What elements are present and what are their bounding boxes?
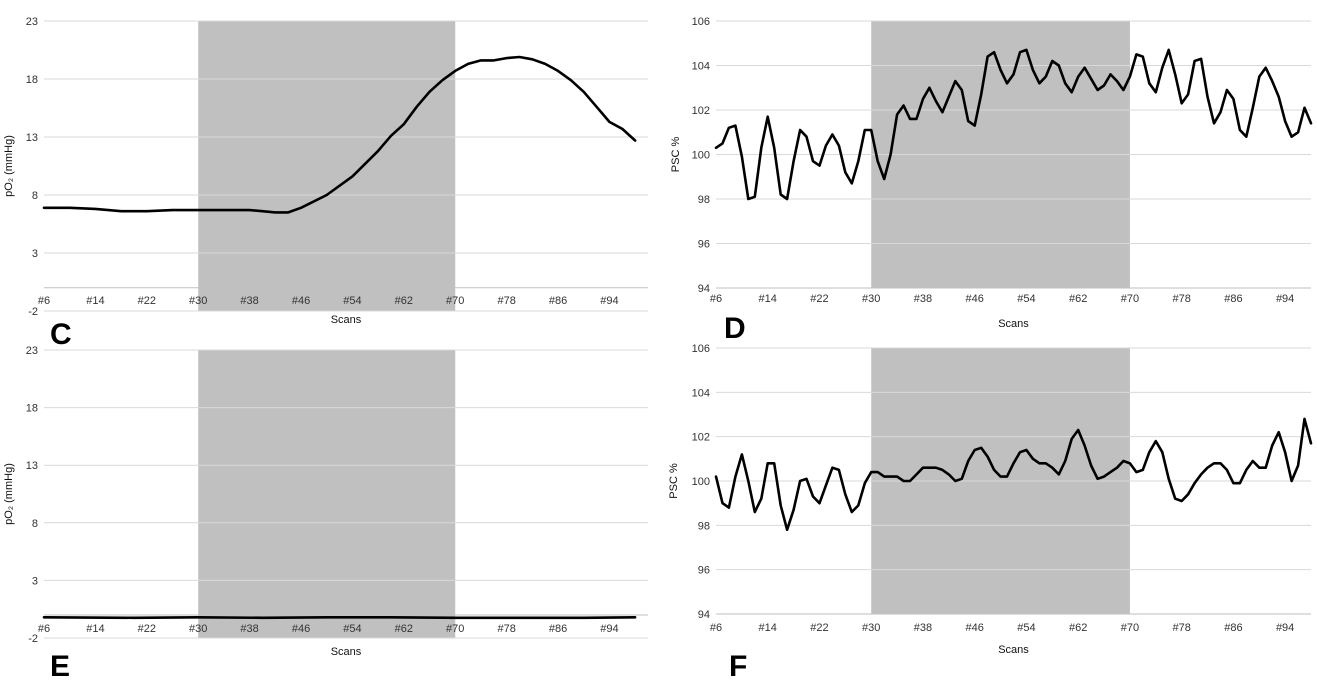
panel-e-x-tick-label: #6 (38, 623, 50, 635)
panel-c-chart: -2 3 8 13 18 23 #6 #14 #22 #30 #38 #46 #54 #62 #70 #78 #… (3, 16, 648, 351)
panel-d-y-tick-label: 100 (692, 150, 710, 162)
panel-f-y-tick-label: 98 (698, 520, 710, 532)
panel-d-y-tick-label: 96 (698, 239, 710, 251)
panel-e-x-axis-title: Scans (331, 646, 362, 658)
panel-d-x-tick-label: #22 (810, 293, 828, 305)
panel-c-y-tick-label: 13 (26, 132, 38, 144)
panel-f-x-tick-label: #22 (810, 622, 828, 634)
panel-f-x-tick-label: #46 (966, 622, 984, 634)
panel-d-letter: D (724, 312, 746, 345)
panel-d-x-tick-label: #6 (710, 293, 722, 305)
panel-f-x-tick-label: #94 (1276, 622, 1294, 634)
panel-c-x-tick-label: #46 (292, 295, 310, 307)
panel-f-x-axis-title: Scans (998, 644, 1029, 656)
panel-e-x-tick-label: #78 (497, 623, 515, 635)
panel-f-chart: 94 96 98 100 102 104 106 #6 #14 #22 #30 #38 #46 #54 #6… (668, 343, 1313, 683)
panel-f-x-tick-label: #54 (1017, 622, 1035, 634)
panel-e-y-tick-label: 23 (26, 345, 38, 357)
panel-f-x-tick-label: #14 (759, 622, 777, 634)
panel-c-x-tick-label: #6 (38, 295, 50, 307)
panel-c-x-tick-label: #38 (240, 295, 258, 307)
panel-c-x-tick-label: #30 (189, 295, 207, 307)
panel-f-y-tick-label: 94 (698, 609, 710, 621)
panel-e-x-tick-label: #30 (189, 623, 207, 635)
panel-d-y-tick-label: 94 (698, 283, 710, 295)
panel-d-x-tick-label: #62 (1069, 293, 1087, 305)
panel-c-y-axis-title: pO₂ (mmHg) (3, 135, 15, 197)
panel-e-y-tick-label: 13 (26, 460, 38, 472)
panel-d-x-tick-label: #30 (862, 293, 880, 305)
panel-e-x-tick-label: #22 (138, 623, 156, 635)
panel-d-x-tick-label: #54 (1017, 293, 1035, 305)
panel-e-y-tick-label: 18 (26, 403, 38, 415)
panel-f-data-line (714, 417, 1313, 532)
panel-c-data-line (42, 55, 637, 214)
panel-e-y-tick-label: -2 (28, 633, 38, 645)
panel-d-y-tick-label: 104 (692, 61, 710, 73)
panel-f-x-tick-label: #38 (914, 622, 932, 634)
panel-e-x-tick-label: #38 (240, 623, 258, 635)
panel-f-x-tick-label: #78 (1172, 622, 1190, 634)
panel-c-y-tick-label: -2 (28, 306, 38, 318)
panel-c-x-tick-label: #14 (86, 295, 104, 307)
panel-e-x-tick-label: #86 (549, 623, 567, 635)
panel-f-y-tick-label: 104 (692, 387, 710, 399)
panel-f-y-axis-title: PSC % (668, 463, 680, 499)
panel-c-x-axis-title: Scans (331, 314, 362, 326)
panel-e-shaded-region (198, 350, 456, 638)
panel-d-x-tick-label: #70 (1121, 293, 1139, 305)
panel-e-letter: E (50, 650, 70, 683)
panel-c-y-tick-label: 18 (26, 74, 38, 86)
panel-d-x-tick-label: #14 (759, 293, 777, 305)
panel-c-x-tick-label: #94 (600, 295, 618, 307)
panel-e-x-tick-label: #70 (446, 623, 464, 635)
panel-e-x-tick-label: #14 (86, 623, 104, 635)
panel-d-x-axis-title: Scans (998, 318, 1029, 330)
panel-c-x-tick-label: #22 (138, 295, 156, 307)
panel-f-x-tick-label: #62 (1069, 622, 1087, 634)
panel-d-data-line (714, 48, 1313, 201)
panel-d-x-tick-label: #38 (914, 293, 932, 305)
panel-e-y-tick-label: 8 (32, 518, 38, 530)
panel-f-y-tick-label: 100 (692, 476, 710, 488)
panel-c-shaded-region (198, 21, 456, 311)
panel-e-x-tick-label: #46 (292, 623, 310, 635)
panel-c-x-tick-label: #54 (343, 295, 361, 307)
panel-f-x-tick-label: #30 (862, 622, 880, 634)
panel-d-x-tick-label: #86 (1224, 293, 1242, 305)
panel-d-y-tick-label: 98 (698, 194, 710, 206)
panel-e-data-line (42, 616, 637, 620)
panel-e-x-tick-label: #94 (600, 623, 618, 635)
panel-c-y-tick-label: 3 (32, 248, 38, 260)
panel-f-letter: F (729, 650, 747, 683)
panel-f-x-tick-label: #6 (710, 622, 722, 634)
panel-d-x-tick-label: #94 (1276, 293, 1294, 305)
panel-d-y-tick-label: 106 (692, 16, 710, 28)
panel-c-x-tick-label: #62 (395, 295, 413, 307)
panel-c-x-tick-label: #78 (497, 295, 515, 307)
panel-d-y-axis-title: PSC % (670, 137, 682, 173)
panel-f-y-tick-label: 106 (692, 343, 710, 355)
panel-f-x-tick-label: #70 (1121, 622, 1139, 634)
panel-c-letter: C (50, 318, 72, 351)
panel-e-y-tick-label: 3 (32, 575, 38, 587)
panel-c-x-tick-label: #70 (446, 295, 464, 307)
panel-d-chart: 94 96 98 100 102 104 106 #6 #14 #22 #30 #38 #46 #54 #6… (670, 16, 1313, 345)
panel-e-x-tick-label: #54 (343, 623, 361, 635)
panel-f-x-tick-label: #86 (1224, 622, 1242, 634)
panel-c-y-tick-label: 8 (32, 190, 38, 202)
panel-d-x-tick-label: #46 (966, 293, 984, 305)
panel-f-y-tick-label: 102 (692, 432, 710, 444)
panel-f-y-tick-label: 96 (698, 565, 710, 577)
panel-c-x-tick-label: #86 (549, 295, 567, 307)
panel-c-y-tick-label: 23 (26, 16, 38, 28)
panel-e-y-axis-title: pO₂ (mmHg) (3, 463, 15, 525)
panel-d-x-tick-label: #78 (1172, 293, 1190, 305)
panel-e-chart: -2 3 8 13 18 23 #6 #14 #22 #30 #38 #46 #54 #62 #70 #78 #… (3, 345, 648, 683)
panel-d-y-tick-label: 102 (692, 105, 710, 117)
panel-e-x-tick-label: #62 (395, 623, 413, 635)
